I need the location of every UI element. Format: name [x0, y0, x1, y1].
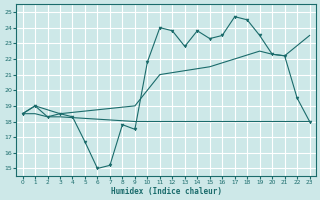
X-axis label: Humidex (Indice chaleur): Humidex (Indice chaleur): [111, 187, 221, 196]
